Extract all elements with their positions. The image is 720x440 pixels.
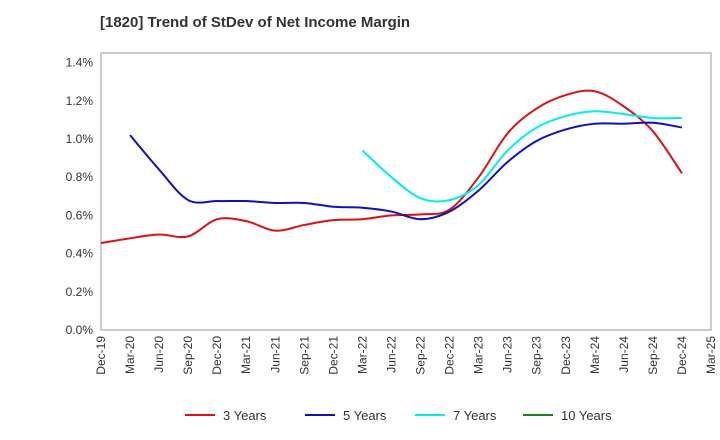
x-tick-label: Jun-22: [384, 336, 398, 373]
x-tick-label: Sep-24: [646, 336, 660, 375]
y-tick-label: 0.8%: [66, 170, 94, 184]
y-tick-label: 0.4%: [66, 247, 94, 261]
x-tick-label: Sep-21: [297, 336, 311, 375]
x-tick-label: Jun-23: [501, 336, 515, 373]
x-tick-label: Dec-21: [326, 336, 340, 375]
legend-label-5-years: 5 Years: [343, 408, 387, 423]
x-tick-label: Dec-24: [675, 336, 689, 375]
x-tick-label: Mar-20: [123, 336, 137, 374]
x-tick-label: Dec-19: [94, 336, 108, 375]
axes: [100, 52, 712, 331]
y-tick-label: 0.0%: [66, 323, 94, 337]
plot-area: [100, 52, 712, 331]
x-tick-label: Sep-22: [414, 336, 428, 375]
legend: 3 Years 5 Years 7 Years 10 Years: [185, 408, 612, 423]
y-tick-label: 0.6%: [66, 208, 94, 222]
x-tick-label: Mar-21: [239, 336, 253, 374]
y-tick-label: 1.2%: [66, 94, 94, 108]
y-tick-label: 0.2%: [66, 285, 94, 299]
legend-label-3-years: 3 Years: [223, 408, 267, 423]
x-tick-label: Mar-24: [588, 336, 602, 374]
x-tick-label: Dec-20: [210, 336, 224, 375]
series-line-5-years: [129, 121, 683, 221]
x-tick-label: Dec-22: [443, 336, 457, 375]
chart-title: [1820] Trend of StDev of Net Income Marg…: [100, 14, 411, 31]
y-axis-labels: 0.0% 0.2% 0.4% 0.6% 0.8% 1.0% 1.2% 1.4%: [66, 56, 94, 337]
legend-label-7-years: 7 Years: [453, 408, 497, 423]
legend-label-10-years: 10 Years: [561, 408, 612, 423]
x-tick-label: Sep-23: [530, 336, 544, 375]
y-tick-label: 1.4%: [66, 56, 94, 70]
x-tick-label: Jun-24: [617, 336, 631, 373]
x-tick-label: Jun-21: [268, 336, 282, 373]
x-axis-labels: Dec-19 Mar-20 Jun-20 Sep-20 Dec-20 Mar-21 Jun-…: [94, 336, 718, 375]
series-line-3-years: [100, 89, 683, 245]
x-tick-label: Jun-20: [152, 336, 166, 373]
x-tick-label: Mar-22: [355, 336, 369, 374]
x-tick-label: Sep-20: [181, 336, 195, 375]
series-line-7-years: [361, 110, 682, 203]
x-tick-label: Dec-23: [559, 336, 573, 375]
series-lines: [100, 89, 683, 245]
x-tick-label: Mar-23: [472, 336, 486, 374]
x-tick-label: Mar-25: [704, 336, 718, 374]
y-tick-label: 1.0%: [66, 132, 94, 146]
